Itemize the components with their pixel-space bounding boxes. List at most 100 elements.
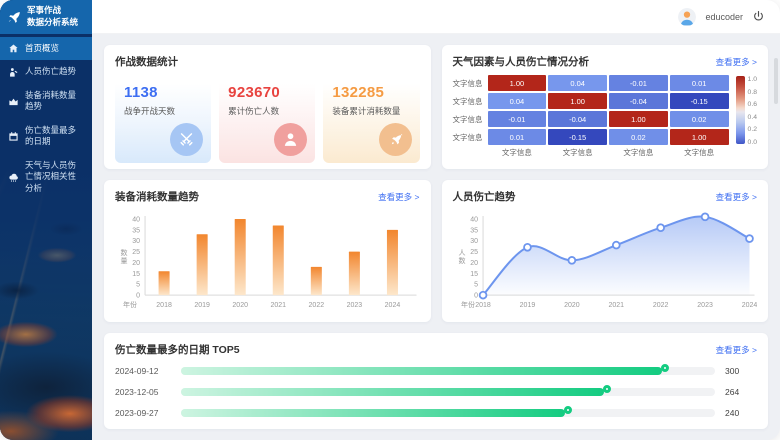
top5-date-label: 2024-09-12 [115,366,159,376]
bar-chart-title: 装备消耗数量趋势 [115,191,199,203]
top5-row: 2024-09-12 300 [115,364,757,378]
heatmap-cell: 0.02 [609,129,668,145]
heatmap-cell: 0.04 [548,75,608,91]
bar-2024 [386,229,398,296]
sidebar-overlay [0,0,92,440]
heatmap-col-label: 文字信息 [684,148,715,157]
top5-slider-handle[interactable] [564,406,573,414]
svg-text:人: 人 [458,249,465,257]
heatmap-cell: -0.04 [548,111,608,127]
bar-2023 [348,251,360,296]
svg-text:40: 40 [470,216,478,223]
data-point-2024 [744,234,754,243]
stat-value: 1138 [124,84,158,101]
stat-label: 累计伤亡人数 [228,106,280,116]
top5-title: 伤亡数量最多的日期 TOP5 [115,344,240,356]
top5-bar-track [181,406,715,417]
sidebar-item-weather[interactable]: 天气与人员伤亡情况相关性分析 [0,154,92,200]
svg-text:15: 15 [132,271,140,278]
sidebar-item-area_chart[interactable]: 装备消耗数量趋势 [0,84,92,119]
heatmap-cell: -0.15 [548,129,608,145]
stat-label: 装备累计消耗数量 [332,106,401,116]
logout-power-icon[interactable] [752,10,765,23]
heatmap-row-label: 文字信息 [452,96,483,106]
sidebar-item-calendar[interactable]: 伤亡数量最多的日期 [0,119,92,154]
top5-value-label: 240 [725,408,740,418]
colorbar-ticks: 1.0 0.8 0.6 0.4 0.2 0.0 [748,76,757,146]
top5-bar-fill [181,406,573,417]
app-title-line1: 军事作战 [27,5,62,16]
data-point-2018 [478,290,487,300]
top5-date-label: 2023-12-05 [115,387,159,397]
svg-text:30: 30 [132,238,140,245]
user-avatar[interactable] [678,7,697,26]
top5-view-more-link[interactable]: 查看更多 > [715,344,757,355]
top5-dates-panel: 伤亡数量最多的日期 TOP5 查看更多 > 2024-09-12 300 2023-… [104,333,768,429]
colorbar-tick: 0.6 [747,101,757,109]
svg-text:40: 40 [132,216,140,223]
app-logo: 军事作战 数据分析系统 [0,0,92,34]
svg-text:2022: 2022 [652,302,668,309]
heatmap-colorbar: 1.0 0.8 0.6 0.4 0.2 0.0 [735,75,757,146]
sidebar-item-label: 人员伤亡趋势 [25,66,77,77]
top5-slider-handle[interactable] [602,385,611,393]
data-point-2021 [611,240,621,250]
combat-stats-panel: 作战数据统计 1138 战争开战天数 923670 累计伤亡人数 132285 装备累计消… [104,45,431,169]
data-point-2023 [700,212,709,222]
svg-text:0: 0 [136,293,140,300]
app-title-line2: 数据分析系统 [27,17,79,27]
sidebar-item-home[interactable]: 首页概览 [0,37,92,61]
svg-text:2024: 2024 [385,302,401,309]
colorbar-tick: 0.8 [747,88,757,96]
top5-date-label: 2023-09-27 [115,408,159,418]
sidebar-item-person_trend[interactable]: 人员伤亡趋势 [0,60,92,83]
svg-text:25: 25 [132,249,140,256]
sidebar-item-label: 首页概览 [25,43,60,53]
svg-text:2024: 2024 [741,302,757,309]
heatmap-title: 天气因素与人员伤亡情况分析 [452,56,590,68]
top5-row: 2023-12-05 264 [115,385,757,399]
heatmap-row-label: 文字信息 [452,78,483,88]
svg-text:数: 数 [458,256,465,265]
bar-view-more-link[interactable]: 查看更多 > [378,191,420,202]
svg-text:35: 35 [470,227,478,234]
colorbar-tick: 0.0 [747,138,757,146]
svg-text:0: 0 [474,293,478,300]
sidebar: 军事作战 数据分析系统 首页概览人员伤亡趋势装备消耗数量趋势 伤亡数量最多的日期天… [0,0,92,440]
area-chart-icon [8,96,19,107]
casualty-line-chart: 0 5 15 20 25 30 35 40 年份 人数 2018 2019 2020 2021 2022 20… [453,210,758,316]
heatmap-col-label: 文字信息 [501,148,532,157]
casualty-line-panel: 人员伤亡趋势 查看更多 > 0 5 15 20 25 30 35 40 年份 人数 2018 2019… [441,180,768,322]
top5-slider-handle[interactable] [660,364,669,372]
heatmap-cell: 0.01 [669,75,729,91]
colorbar-tick: 0.4 [747,113,757,121]
top5-bar-track [181,364,715,375]
rocket-icon [378,123,412,156]
svg-text:5: 5 [136,282,140,289]
colorbar-tick: 0.2 [747,126,757,134]
person-icon [274,123,308,156]
svg-text:2018: 2018 [156,302,172,309]
missile-logo-icon [7,10,22,25]
heatmap-cell: 0.02 [669,111,729,127]
svg-text:年份: 年份 [461,300,475,309]
scrollbar-thumb[interactable] [774,58,778,104]
weather-heatmap-panel: 天气因素与人员伤亡情况分析 查看更多 > 文字信息 1.00 0.04 -0.01 0.… [441,45,768,169]
sidebar-menu: 首页概览人员伤亡趋势装备消耗数量趋势 伤亡数量最多的日期 天气与人员伤亡情况相关性分… [0,34,92,200]
data-point-2020 [567,256,576,265]
svg-text:2023: 2023 [347,302,363,309]
heatmap-cell: 1.00 [548,93,608,109]
heatmap-cell: -0.01 [487,111,547,127]
bar-2021 [272,225,284,296]
heatmap-cell: 0.04 [487,93,547,109]
app-title: 军事作战 数据分析系统 [27,5,78,29]
line-view-more-link[interactable]: 查看更多 > [715,191,757,202]
top-header: educoder [92,0,780,34]
equipment-bar-panel: 装备消耗数量趋势 查看更多 > 0 5 15 20 25 30 35 40 年份 数量 2018 20… [104,180,431,322]
svg-text:20: 20 [470,260,478,267]
heatmap-view-more-link[interactable]: 查看更多 > [715,56,757,67]
svg-text:量: 量 [121,257,128,265]
heatmap-cell: -0.04 [609,93,668,109]
svg-text:年份: 年份 [123,300,137,309]
